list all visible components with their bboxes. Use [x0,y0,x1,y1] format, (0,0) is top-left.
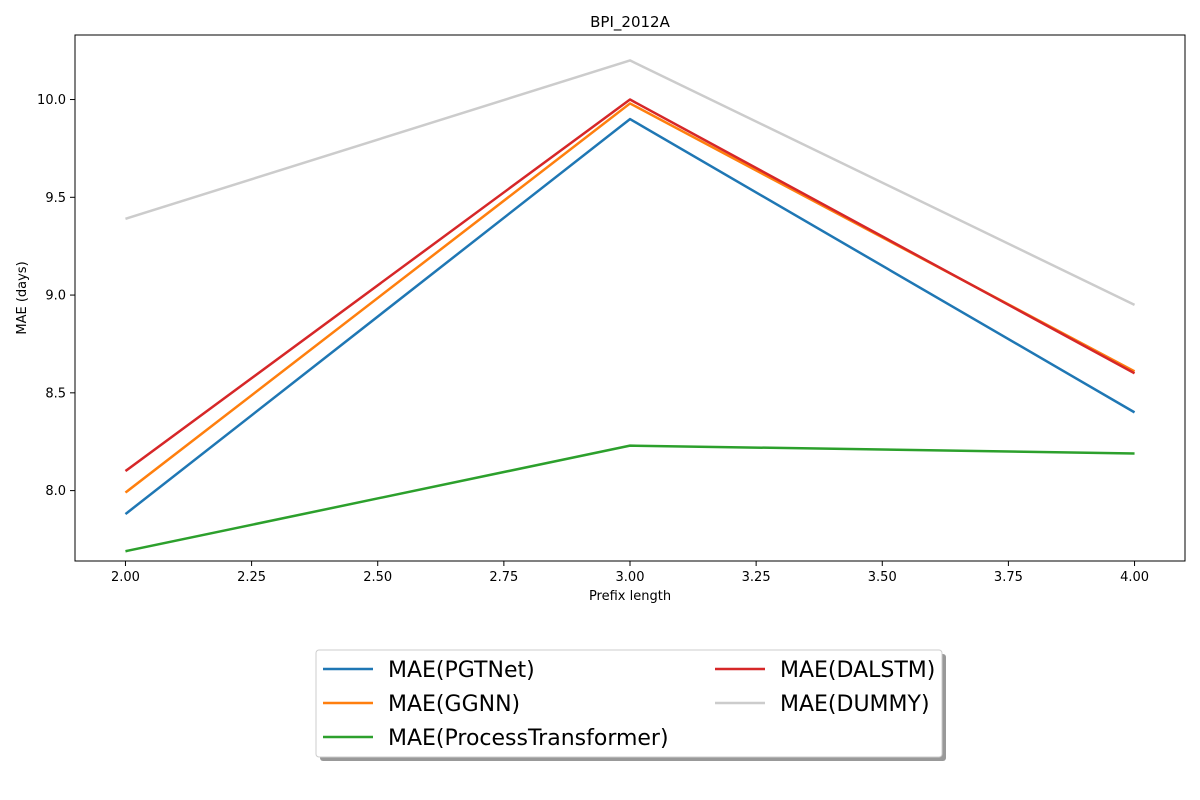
x-tick-label: 3.50 [868,570,897,585]
y-tick-label: 9.0 [45,289,66,304]
x-tick-label: 2.25 [237,570,266,585]
x-tick-label: 3.00 [616,570,645,585]
legend-label: MAE(PGTNet) [388,658,535,683]
series-line [125,59,1136,306]
x-tick-label: 2.50 [363,570,392,585]
series-layer [124,59,1136,553]
legend-label: MAE(DALSTM) [780,658,935,683]
legend-entries: MAE(PGTNet) MAE(GGNN) MAE(ProcessTransform… [323,658,935,751]
y-tick-label: 8.5 [45,386,66,401]
legend-label: MAE(DUMMY) [780,692,930,717]
legend-label: MAE(ProcessTransformer) [388,726,669,751]
x-axis-label: Prefix length [589,589,671,604]
series-line [124,117,1136,516]
y-tick-label: 10.0 [37,93,66,108]
legend-label: MAE(GGNN) [388,692,520,717]
x-tick-label: 4.00 [1120,570,1149,585]
y-axis-label: MAE (days) [15,261,30,334]
legend-box [315,649,943,758]
series-line [125,444,1135,553]
x-tick-label: 3.25 [742,570,771,585]
y-tick-label: 9.5 [45,191,66,206]
series-line [124,98,1136,473]
x-tick-label: 3.75 [994,570,1023,585]
y-tick-label: 8.0 [45,484,66,499]
x-tick-label: 2.75 [489,570,518,585]
y-axis-ticks: 8.0 8.5 9.0 9.5 10.0 [37,93,75,499]
x-tick-label: 2.00 [111,570,140,585]
x-axis-ticks: 2.00 2.25 2.50 2.75 3.00 3.25 3.50 3.75 4.00 [111,561,1149,585]
legend: MAE(PGTNet) MAE(GGNN) MAE(ProcessTransform… [315,649,946,761]
chart-title: BPI_2012A [590,13,670,32]
